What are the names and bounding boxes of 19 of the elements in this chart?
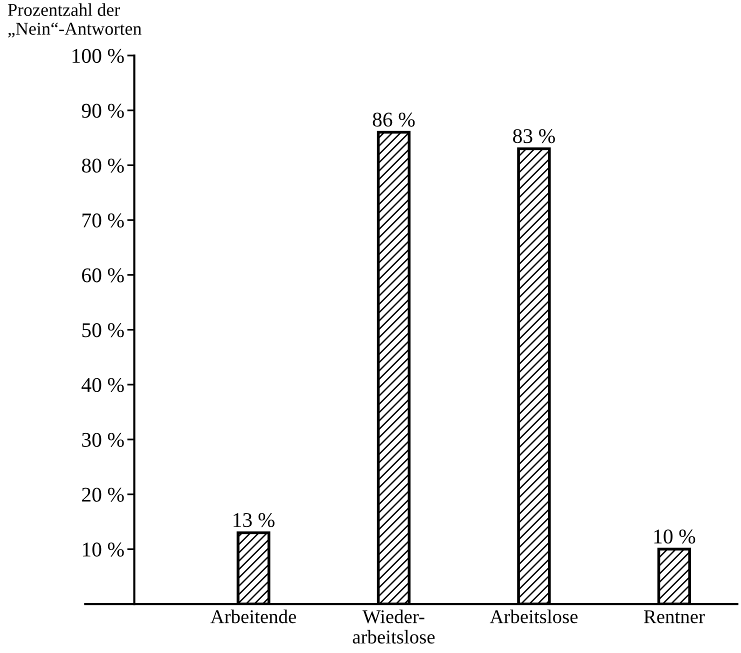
x-tick-label: Arbeitslose — [490, 610, 578, 624]
data-label: 86 % — [372, 112, 415, 127]
data-label: 83 % — [513, 129, 555, 144]
y-tick-label: 50 % — [82, 323, 124, 338]
y-tick-label: 80 % — [82, 158, 124, 173]
y-tick-label: 70 % — [82, 213, 124, 228]
y-axis-title: Prozentzahl der „Nein“-Antworten — [8, 3, 142, 38]
data-label: 13 % — [234, 513, 274, 528]
y-tick-label: 20 % — [82, 488, 124, 502]
y-tick-label: 60 % — [82, 268, 124, 282]
x-tick-label: Arbeitende — [210, 610, 296, 624]
y-tick-label: 40 % — [82, 378, 124, 392]
y-tick-label: 30 % — [82, 432, 124, 447]
y-tick-label: 100 % — [72, 48, 124, 64]
y-tick-label: 10 % — [83, 542, 124, 557]
data-label: 10 % — [654, 529, 696, 544]
x-tick-label: Wieder- arbeitslose — [352, 610, 435, 644]
x-tick-label: Rentner — [644, 610, 705, 624]
y-tick-label: 90 % — [82, 104, 124, 118]
